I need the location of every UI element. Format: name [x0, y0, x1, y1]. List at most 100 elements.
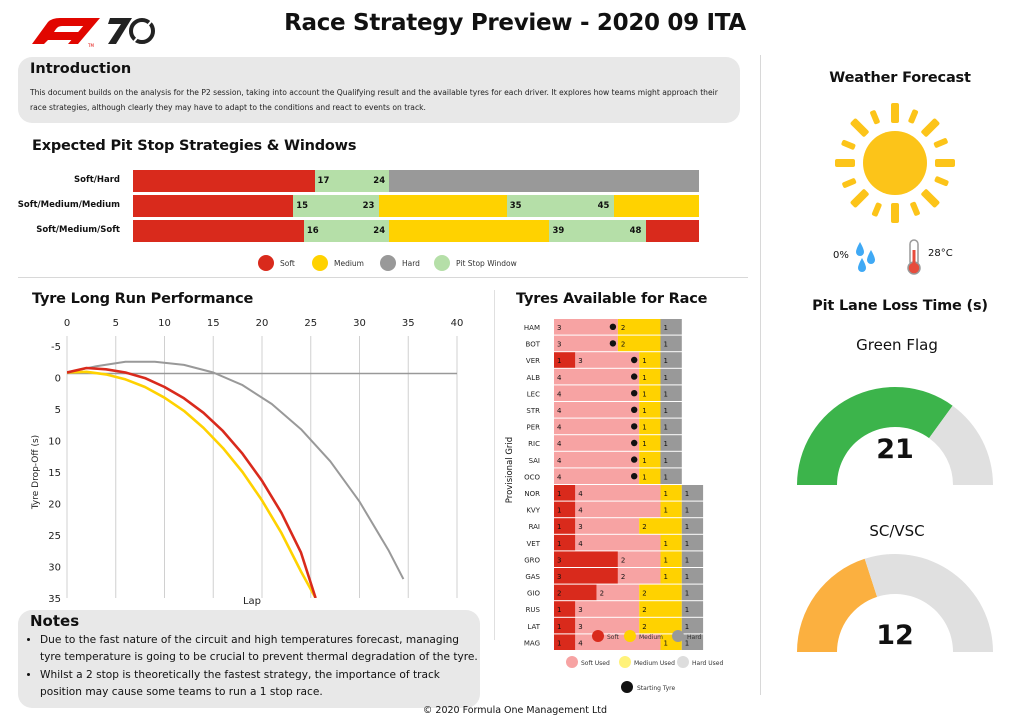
- stint-bar-medium: [378, 195, 507, 217]
- starting-tyre-marker: [631, 456, 638, 463]
- driver-code: HAM: [524, 324, 540, 332]
- driver-code: LAT: [527, 623, 540, 631]
- footer-copyright: © 2020 Formula One Management Ltd: [422, 705, 608, 716]
- tyre-segment-soft: [554, 485, 576, 501]
- legend-swatch: [624, 630, 636, 642]
- legend-swatch: [566, 656, 578, 668]
- rain-chance: 0%: [833, 250, 849, 261]
- tyre-segment-hard: [681, 617, 704, 634]
- tyre-segment-medium: [617, 335, 661, 352]
- tyre-count: 2: [642, 590, 646, 598]
- strategy-label: Soft/Medium/Soft: [36, 225, 120, 235]
- driver-code: KVY: [526, 507, 540, 515]
- weather-heading: Weather Forecast: [829, 70, 971, 86]
- tyre-segment-soft_used: [575, 601, 640, 617]
- sun-icon: [835, 103, 955, 223]
- tyre-count: 1: [685, 507, 689, 515]
- tyre-count: 4: [557, 440, 562, 448]
- note-item: Whilst a 2 stop is theoretically the fas…: [40, 667, 480, 700]
- tyre-count: 1: [557, 507, 561, 515]
- legend-swatch: [621, 681, 633, 693]
- tyre-segment-hard: [660, 319, 682, 335]
- starting-tyre-marker: [631, 373, 638, 380]
- tyre-count: 1: [642, 424, 646, 432]
- tyre-segment-medium: [639, 368, 661, 385]
- tyre-count: 1: [664, 457, 668, 465]
- tyre-segment-hard: [660, 451, 682, 468]
- legend-swatch: [672, 630, 684, 642]
- tyre-count: 1: [685, 606, 689, 614]
- tyre-count: 1: [557, 490, 561, 498]
- tyre-segment-medium: [639, 385, 661, 401]
- window-start-label: 17: [317, 176, 330, 186]
- tyre-count: 1: [642, 407, 646, 415]
- tyre-segment-soft_used: [554, 435, 640, 451]
- tyres-avail-heading: Tyres Available for Race: [516, 291, 708, 307]
- x-tick-label: 40: [451, 318, 464, 329]
- pit-strategies-chart: Soft/Hard 17 24 Soft/Medium/Medium 15 23 35 45 S…: [0, 160, 760, 280]
- tyre-count: 2: [642, 606, 646, 614]
- tyre-segment-medium: [660, 501, 682, 518]
- driver-code: RAI: [529, 523, 540, 531]
- tyre-segment-hard: [660, 435, 682, 451]
- stint-bar-soft: [133, 195, 294, 217]
- tyre-count: 1: [664, 440, 668, 448]
- x-axis-label: Lap: [243, 596, 261, 607]
- window-end-label: 48: [629, 226, 642, 236]
- legend-label: Starting Tyre: [637, 685, 675, 692]
- tyre-count: 1: [664, 407, 668, 415]
- driver-code: PER: [526, 424, 540, 432]
- legend-label: Medium: [334, 258, 364, 268]
- driver-code: VER: [526, 357, 540, 365]
- tyre-count: 2: [557, 590, 561, 598]
- tyre-count: 3: [557, 556, 561, 564]
- window-start-label: 15: [296, 201, 309, 211]
- intro-heading: Introduction: [30, 61, 132, 77]
- tyre-segment-soft_used: [554, 418, 640, 435]
- tyre-count: 1: [664, 540, 668, 548]
- tyre-segment-soft_used: [575, 534, 661, 551]
- tyre-count: 3: [578, 606, 582, 614]
- tyre-segment-soft_used: [554, 468, 640, 484]
- tyre-segment-soft_used: [617, 551, 661, 567]
- tyre-segment-soft_used: [575, 485, 661, 501]
- tyre-segment-medium: [660, 551, 682, 567]
- tyre-segment-soft_used: [575, 352, 640, 368]
- legend-label: Hard: [402, 258, 420, 268]
- tyre-segment-soft_used: [575, 518, 640, 534]
- tyre-segment-medium: [660, 568, 682, 584]
- tyre-count: 4: [557, 407, 562, 415]
- tyre-segment-hard: [681, 584, 704, 601]
- tyre-segment-hard: [681, 551, 704, 567]
- tyre-count: 3: [578, 357, 582, 365]
- starting-tyre-marker: [631, 390, 638, 397]
- x-tick-label: 20: [256, 318, 269, 329]
- intro-text: This document builds on the analysis for…: [30, 88, 718, 112]
- tyre-segment-soft: [554, 584, 597, 601]
- sc-vsc-value: 12: [876, 620, 914, 651]
- tyre-segment-hard: [660, 468, 682, 484]
- notes-heading: Notes: [30, 612, 80, 630]
- tyre-count: 3: [578, 523, 582, 531]
- y-tick-label: 5: [55, 405, 61, 416]
- pitlane-heading: Pit Lane Loss Time (s): [812, 298, 988, 314]
- tyre-segment-medium: [639, 402, 661, 418]
- driver-code: STR: [526, 407, 540, 415]
- tyre-segment-soft_used: [617, 568, 661, 584]
- divider-horizontal: [18, 277, 748, 278]
- tyre-segment-medium: [639, 352, 661, 368]
- x-tick-label: 5: [113, 318, 119, 329]
- tyre-count: 1: [642, 473, 646, 481]
- tyre-count: 1: [557, 606, 561, 614]
- tyre-count: 1: [664, 424, 668, 432]
- pit-window-bar: [314, 170, 390, 192]
- tyre-count: 1: [685, 540, 689, 548]
- divider-vertical-2: [494, 290, 495, 640]
- note-item: Due to the fast nature of the circuit an…: [40, 632, 480, 665]
- tyre-segment-medium: [660, 534, 682, 551]
- driver-code: MAG: [524, 639, 540, 647]
- tyre-segment-hard: [681, 501, 704, 518]
- tyre-count: 1: [664, 490, 668, 498]
- tyre-count: 2: [621, 573, 625, 581]
- tyre-count: 1: [557, 523, 561, 531]
